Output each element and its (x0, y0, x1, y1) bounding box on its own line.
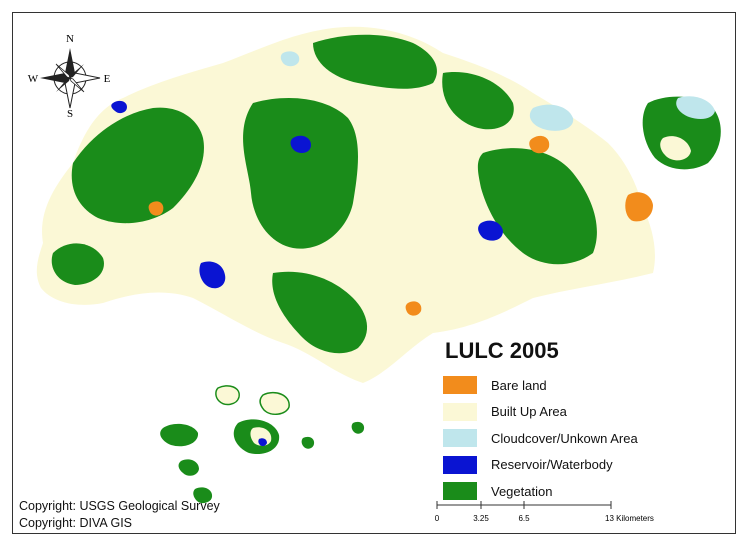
reservoir-west (199, 261, 226, 289)
island-south-5 (215, 385, 240, 406)
island-south-1 (160, 423, 199, 447)
legend-label: Built Up Area (491, 404, 567, 420)
legend-label: Cloudcover/Unkown Area (491, 430, 638, 446)
credit-usgs: Copyright: USGS Geological Survey (19, 499, 220, 513)
bare-east-coast (625, 192, 653, 222)
veg-central-block (243, 98, 358, 249)
compass-w-label: W (28, 73, 39, 85)
island-south-6 (259, 391, 290, 415)
reservoir-east (478, 220, 503, 241)
island-south-4 (193, 487, 213, 504)
veg-northwest (71, 107, 204, 224)
legend-swatch (443, 376, 477, 395)
scale-bar: 0 3.25 6.5 13 Kilometers (435, 501, 654, 523)
lulc-map (36, 26, 721, 504)
scale-tick-2: 6.5 (518, 514, 530, 523)
legend-label: Reservoir/Waterbody (491, 457, 613, 473)
veg-east (477, 148, 597, 265)
veg-north-coast (313, 34, 437, 89)
reservoir-central (290, 135, 311, 153)
compass-n-label: N (66, 33, 74, 45)
bare-patch-1 (529, 135, 550, 154)
island-ubin-cloud (676, 96, 715, 119)
legend-swatch (443, 429, 477, 448)
island-ubin-builtup (660, 136, 691, 161)
legend-label: Vegetation (491, 483, 553, 499)
reservoir-north (111, 100, 127, 114)
scale-tick-0: 0 (435, 514, 440, 523)
bare-patch-2 (148, 201, 164, 216)
scale-tick-1: 3.25 (473, 514, 489, 523)
legend-item-cloudcover: Cloudcover/Unkown Area (443, 425, 703, 452)
legend-item-built-up: Built Up Area (443, 399, 703, 426)
legend-title: LULC 2005 (445, 338, 559, 363)
legend: LULC 2005 Bare land Built Up Area Cloudc… (443, 338, 703, 505)
north-arrow: N S E W (28, 33, 111, 119)
compass-s-label: S (67, 108, 73, 119)
island-south-7 (301, 436, 315, 449)
bare-patch-3 (405, 301, 422, 316)
compass-e-label: E (104, 73, 111, 85)
veg-northeast (442, 72, 514, 130)
cloud-northeast (529, 104, 574, 131)
legend-swatch (443, 455, 477, 474)
island-south-9 (258, 438, 267, 447)
credit-diva-gis: Copyright: DIVA GIS (19, 516, 133, 530)
legend-item-vegetation: Vegetation (443, 478, 703, 505)
legend-swatch (443, 482, 477, 501)
island-south-3 (178, 459, 199, 476)
cloud-north (280, 51, 300, 67)
legend-swatch (443, 402, 477, 421)
legend-label: Bare land (491, 377, 547, 393)
legend-item-reservoir: Reservoir/Waterbody (443, 452, 703, 479)
scale-tick-3: 13 Kilometers (605, 514, 654, 523)
veg-west-patch (51, 243, 104, 285)
legend-item-bare-land: Bare land (443, 372, 703, 399)
map-frame: N S E W LULC 2005 Bare land Built Up Are… (12, 12, 736, 534)
veg-south-central (272, 271, 368, 354)
island-south-8 (351, 421, 365, 434)
